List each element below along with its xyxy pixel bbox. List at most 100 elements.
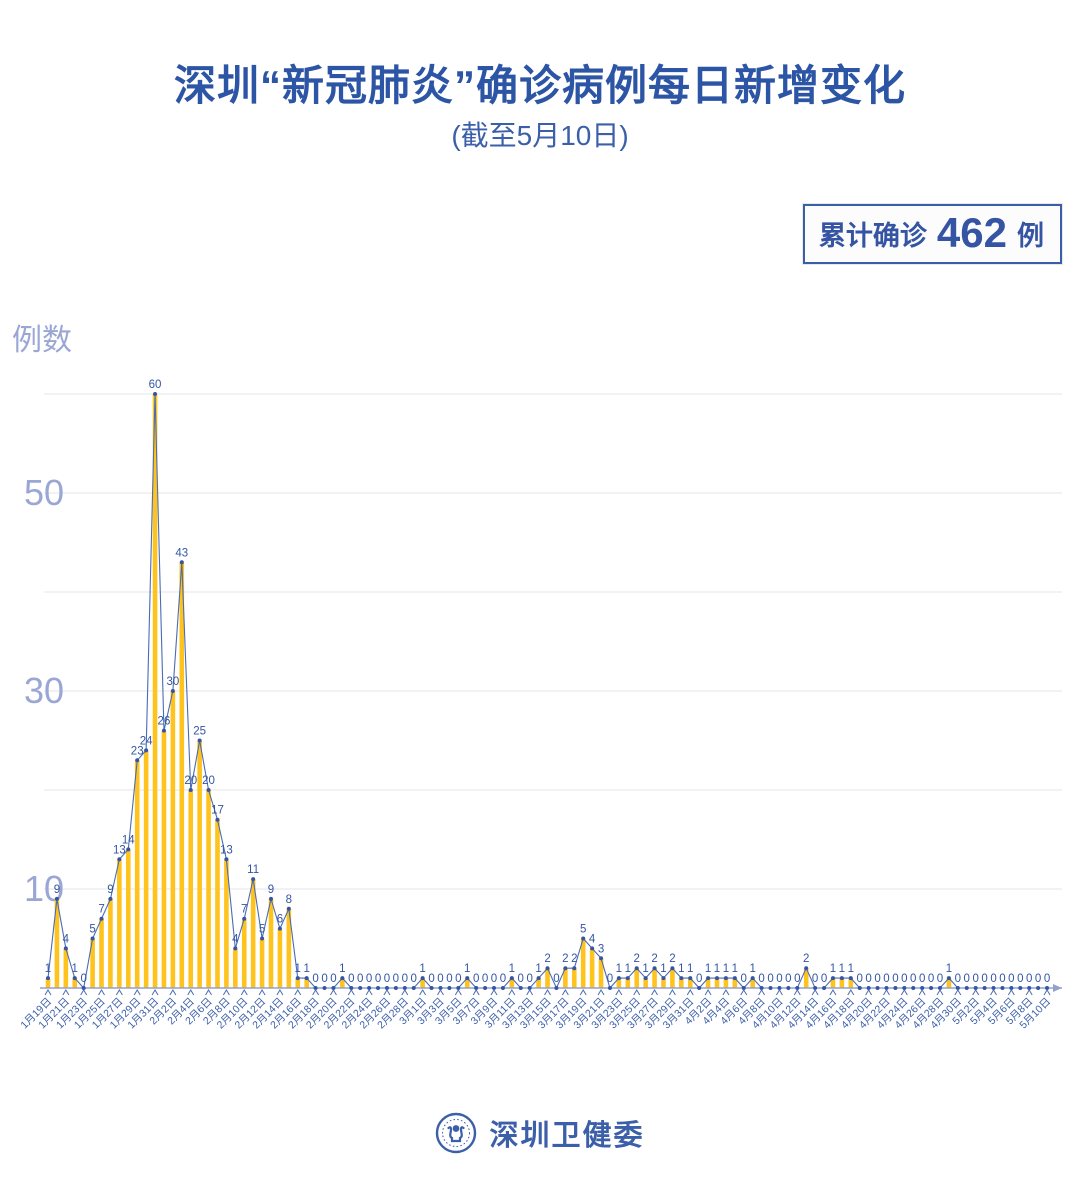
- x-tick: [883, 989, 890, 996]
- value-label: 0: [357, 973, 363, 985]
- data-point: [634, 966, 639, 971]
- data-point: [697, 986, 702, 990]
- x-tick: [187, 989, 195, 996]
- data-point: [982, 986, 987, 990]
- bar: [714, 978, 720, 988]
- value-label: 1: [339, 963, 345, 975]
- data-point: [875, 986, 880, 990]
- x-tick: [401, 989, 409, 996]
- data-point: [848, 976, 853, 981]
- bar: [197, 740, 202, 988]
- value-label: 0: [393, 973, 399, 985]
- value-label: 0: [928, 973, 934, 985]
- data-point: [1009, 986, 1014, 990]
- x-tick: [169, 989, 177, 996]
- data-point: [197, 738, 202, 743]
- data-point: [340, 976, 345, 981]
- value-label: 0: [990, 973, 996, 985]
- x-tick: [98, 989, 105, 996]
- data-point: [63, 946, 68, 951]
- data-point: [652, 966, 657, 971]
- data-point: [500, 986, 505, 990]
- data-point: [331, 986, 336, 990]
- value-label: 26: [158, 716, 171, 728]
- data-point: [857, 986, 862, 990]
- bar: [295, 978, 301, 988]
- x-tick: [990, 989, 997, 996]
- value-label: 0: [348, 973, 354, 985]
- data-point: [322, 986, 327, 990]
- x-tick: [151, 989, 159, 996]
- data-point: [955, 986, 960, 990]
- data-point: [313, 986, 318, 990]
- x-tick: [276, 989, 284, 996]
- value-label: 0: [321, 973, 327, 985]
- value-label: 1: [830, 963, 836, 975]
- data-point: [447, 986, 452, 990]
- bar: [224, 859, 229, 988]
- data-point: [358, 986, 363, 990]
- data-point: [590, 946, 595, 951]
- x-tick: [1043, 989, 1051, 996]
- value-label: 25: [193, 726, 206, 738]
- bar: [268, 898, 274, 988]
- bar: [839, 978, 845, 988]
- value-label: 9: [268, 884, 274, 896]
- value-label: 1: [732, 963, 738, 975]
- x-tick: [133, 989, 141, 996]
- data-point: [492, 986, 496, 990]
- bar: [616, 978, 622, 988]
- data-point: [563, 966, 568, 971]
- value-label: 0: [901, 973, 907, 985]
- x-tick: [865, 989, 873, 996]
- data-point: [581, 936, 586, 941]
- data-point: [545, 966, 550, 971]
- bar: [634, 968, 640, 988]
- data-point: [46, 976, 50, 981]
- value-label: 0: [491, 973, 497, 985]
- x-tick: [490, 989, 498, 996]
- bar: [732, 978, 738, 988]
- x-tick: [205, 989, 212, 996]
- data-point: [260, 936, 265, 941]
- x-tick: [330, 989, 337, 996]
- x-tick: [561, 989, 569, 996]
- data-point: [616, 976, 621, 981]
- bar: [63, 948, 69, 988]
- value-label: 7: [241, 904, 247, 916]
- data-point: [723, 976, 728, 981]
- value-label: 0: [812, 973, 818, 985]
- bar: [286, 908, 292, 988]
- data-point: [242, 916, 247, 921]
- data-point: [599, 956, 604, 961]
- bar: [830, 978, 836, 988]
- data-point: [1027, 986, 1032, 990]
- bar: [687, 978, 693, 988]
- data-point: [153, 392, 158, 396]
- x-tick: [240, 989, 248, 996]
- value-label: 0: [874, 973, 880, 985]
- data-point: [839, 976, 844, 981]
- y-tick-label: 30: [24, 670, 64, 711]
- value-label: 0: [767, 973, 773, 985]
- bar: [509, 978, 515, 988]
- x-tick: [740, 989, 748, 996]
- x-tick: [222, 989, 230, 996]
- data-point: [286, 906, 291, 911]
- data-point: [795, 986, 800, 990]
- x-tick: [954, 989, 962, 996]
- data-point: [126, 847, 131, 852]
- data-point: [179, 560, 184, 565]
- data-point: [1036, 986, 1041, 990]
- data-point: [1018, 986, 1023, 990]
- value-label: 2: [544, 953, 550, 965]
- bar: [90, 938, 95, 988]
- value-label: 20: [184, 775, 197, 787]
- data-point: [741, 986, 746, 990]
- data-point: [750, 976, 755, 981]
- data-point: [224, 857, 229, 862]
- x-tick: [793, 989, 801, 996]
- value-label: 8: [286, 894, 292, 906]
- badge-suffix-label: 例: [1017, 220, 1044, 251]
- value-label: 0: [1035, 973, 1041, 985]
